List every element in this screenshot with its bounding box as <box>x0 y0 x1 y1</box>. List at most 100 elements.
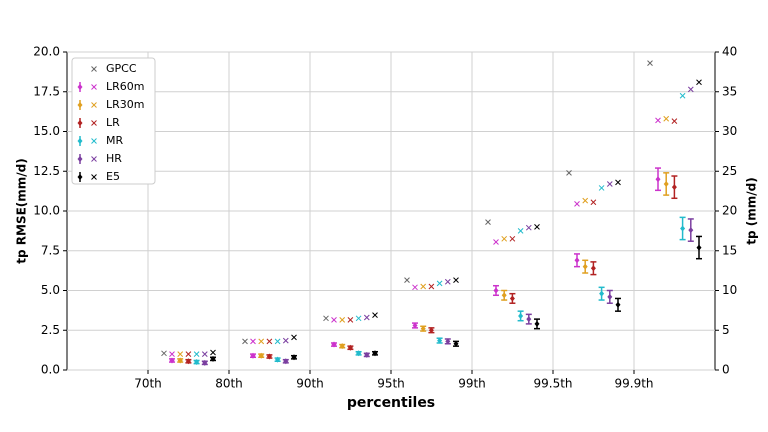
tp-marker <box>161 350 167 357</box>
error-marker <box>518 312 524 319</box>
legend-label: HR <box>106 152 122 165</box>
error-marker <box>688 227 694 234</box>
tp-marker <box>534 224 540 230</box>
error-bar <box>210 355 216 362</box>
error-bar <box>250 352 256 359</box>
y-axis-label: tp RMSE(mm/d) <box>15 158 29 263</box>
y-tick-label: 15.0 <box>33 124 60 138</box>
cross-stroke <box>525 224 532 231</box>
error-bar <box>574 253 580 268</box>
error-bar <box>655 167 661 192</box>
error-marker <box>671 184 677 191</box>
error-bar <box>372 350 378 357</box>
legend-label: E5 <box>106 170 120 183</box>
legend-label: LR <box>106 116 120 129</box>
legend-cross <box>91 138 97 144</box>
tp-marker <box>258 338 265 345</box>
error-marker <box>202 359 208 366</box>
error-bar <box>615 297 621 312</box>
error-bar <box>582 259 589 274</box>
cross-stroke <box>201 351 208 357</box>
legend: GPCC LR60m LR30m LR MR HR E5 <box>71 57 156 185</box>
x-tick-label: 99.5th <box>533 377 572 391</box>
tp-marker <box>679 92 686 99</box>
tp-marker <box>485 219 491 225</box>
error-bar <box>347 344 354 351</box>
error-marker <box>582 263 588 270</box>
legend-cross <box>91 102 97 108</box>
cross-stroke <box>91 138 97 144</box>
legend-cross <box>91 84 97 90</box>
cross-stroke <box>517 228 524 234</box>
tp-marker <box>444 278 451 285</box>
tp-marker <box>412 284 418 291</box>
cross-stroke <box>258 338 265 345</box>
x-tick-label: 95th <box>377 377 405 391</box>
error-bar <box>177 357 184 364</box>
tp-marker <box>453 277 459 284</box>
error-marker <box>169 357 175 364</box>
x-tick-label: 80th <box>215 377 243 391</box>
error-marker <box>607 293 613 300</box>
tp-marker <box>323 315 329 322</box>
y2-tick-label: 0 <box>722 363 730 377</box>
error-marker <box>185 358 191 365</box>
legend-cross <box>91 120 97 126</box>
tp-marker <box>177 351 184 357</box>
tp-marker <box>274 338 281 345</box>
cross-stroke <box>404 277 410 284</box>
cross-stroke <box>615 179 621 186</box>
error-marker <box>177 357 183 364</box>
error-marker <box>266 353 272 360</box>
y2-tick-label: 15 <box>722 243 737 257</box>
tp-marker <box>590 199 597 206</box>
cross-stroke <box>428 283 435 290</box>
cross-stroke <box>453 277 459 284</box>
y2-axis-label: tp (mm/d) <box>745 177 759 244</box>
error-bar <box>671 175 678 200</box>
error-bar <box>679 216 686 241</box>
legend-box <box>71 57 156 185</box>
error-marker <box>356 350 362 357</box>
tp-marker <box>493 239 499 245</box>
error-marker <box>258 352 264 359</box>
tp-marker <box>501 235 508 242</box>
y2-tick-label: 5 <box>722 323 730 337</box>
error-marker <box>347 344 353 351</box>
error-bar <box>420 325 427 332</box>
error-bar <box>412 322 418 329</box>
error-bar <box>266 353 273 360</box>
x-tick-label: 90th <box>296 377 324 391</box>
error-marker <box>453 340 459 347</box>
cross-stroke <box>91 120 97 126</box>
cross-stroke <box>687 86 694 93</box>
cross-stroke <box>372 312 378 318</box>
legend-label: LR60m <box>106 80 144 93</box>
error-bar <box>606 289 613 304</box>
tp-marker <box>250 338 256 345</box>
legend-cross <box>91 174 97 180</box>
x-tick-label: 99.9th <box>614 377 653 391</box>
tp-marker <box>436 280 443 287</box>
error-marker <box>275 356 281 363</box>
error-marker <box>283 358 289 365</box>
error-marker <box>372 350 378 357</box>
cross-stroke <box>582 197 589 204</box>
error-bar <box>258 352 265 359</box>
cross-stroke <box>647 60 653 66</box>
error-bar <box>444 338 451 345</box>
tp-marker <box>687 86 694 93</box>
error-marker <box>364 351 370 358</box>
cross-stroke <box>91 102 97 108</box>
cross-stroke <box>331 317 337 323</box>
error-marker <box>331 341 337 348</box>
cross-stroke <box>501 235 508 242</box>
error-bar <box>590 261 597 276</box>
y-tick-label: 17.5 <box>33 84 60 98</box>
tp-marker <box>420 283 427 290</box>
error-marker <box>428 327 434 334</box>
cross-stroke <box>444 278 451 285</box>
cross-stroke <box>347 317 354 323</box>
cross-stroke <box>339 317 346 323</box>
error-bar <box>501 289 508 301</box>
